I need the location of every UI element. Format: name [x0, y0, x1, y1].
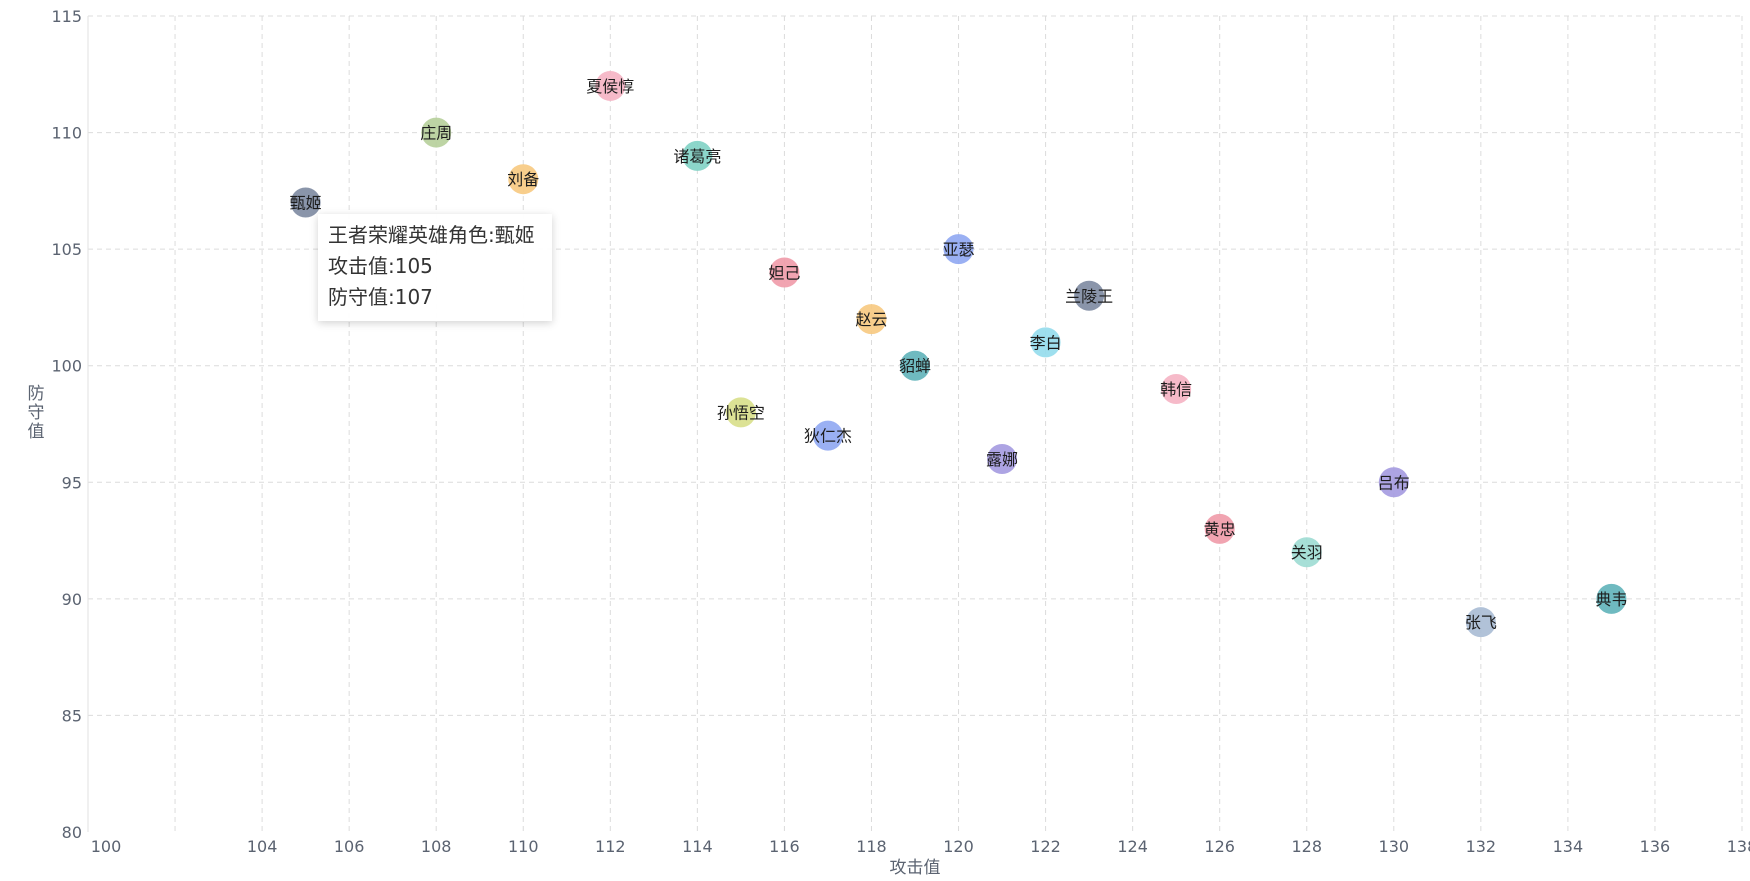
data-point-label: 张飞 — [1465, 613, 1497, 632]
data-point-label: 赵云 — [855, 310, 887, 329]
data-point-label: 兰陵王 — [1065, 287, 1113, 306]
x-tick-label: 126 — [1204, 837, 1235, 856]
data-point-label: 夏侯惇 — [586, 77, 634, 96]
data-point-label: 孙悟空 — [717, 403, 765, 422]
x-tick-label: 116 — [769, 837, 800, 856]
data-point-label: 甄姬 — [290, 194, 322, 213]
y-axis-title: 防守值 — [28, 384, 45, 442]
data-point — [1291, 537, 1322, 568]
data-point-label: 关羽 — [1291, 543, 1323, 562]
x-tick-label: 124 — [1117, 837, 1148, 856]
data-point — [769, 257, 800, 288]
data-point — [1074, 280, 1105, 311]
tooltip-attack: 攻击值:105 — [328, 254, 433, 278]
x-tick-label: 106 — [334, 837, 365, 856]
data-point — [1465, 607, 1496, 638]
data-point-label: 刘备 — [507, 170, 539, 189]
data-point — [682, 140, 713, 171]
data-point-label: 亚瑟 — [943, 240, 975, 259]
data-point — [856, 304, 887, 335]
data-point — [1161, 374, 1192, 405]
y-tick-label: 90 — [62, 590, 82, 609]
data-point — [987, 443, 1018, 474]
x-tick-label: 114 — [682, 837, 713, 856]
data-point-label: 李白 — [1030, 333, 1062, 352]
data-point — [290, 187, 321, 218]
data-point-label: 韩信 — [1160, 380, 1192, 399]
data-point-label: 露娜 — [986, 450, 1018, 469]
x-tick-label: 110 — [508, 837, 539, 856]
x-tick-label: 104 — [247, 837, 278, 856]
y-tick-label: 105 — [51, 240, 82, 259]
y-tick-label: 80 — [62, 823, 82, 842]
data-point-label: 黄忠 — [1204, 520, 1236, 539]
x-tick-label: 138 — [1727, 837, 1750, 856]
tooltip-defense: 防守值:107 — [328, 285, 433, 309]
y-tick-label: 100 — [51, 357, 82, 376]
x-tick-label: 108 — [421, 837, 452, 856]
data-point-label: 吕布 — [1378, 473, 1410, 492]
x-tick-label: 136 — [1640, 837, 1671, 856]
x-tick-label: 128 — [1291, 837, 1322, 856]
tooltip-hero: 王者荣耀英雄角色:甄姬 — [328, 223, 535, 247]
x-tick-label: 130 — [1379, 837, 1410, 856]
y-tick-label: 110 — [51, 124, 82, 143]
tooltip: 王者荣耀英雄角色:甄姬 攻击值:105 防守值:107 — [318, 214, 552, 321]
data-point — [1204, 513, 1235, 544]
data-point-label: 典韦 — [1595, 590, 1627, 609]
data-point — [725, 397, 756, 428]
data-point — [1378, 467, 1409, 498]
x-tick-label: 100 — [91, 837, 122, 856]
y-tick-label: 95 — [62, 473, 82, 492]
x-tick-label: 132 — [1466, 837, 1497, 856]
data-point — [595, 70, 626, 101]
x-tick-label: 118 — [856, 837, 887, 856]
data-point — [900, 350, 930, 381]
data-point-label: 庄周 — [420, 124, 452, 143]
data-point — [1596, 583, 1627, 614]
x-tick-label: 122 — [1030, 837, 1061, 856]
data-point-label: 貂蝉 — [899, 357, 931, 376]
data-point — [1030, 327, 1061, 358]
y-tick-label: 85 — [62, 706, 82, 725]
data-point — [943, 234, 974, 265]
y-tick-label: 115 — [51, 7, 82, 26]
x-axis-title: 攻击值 — [890, 858, 941, 877]
data-point — [421, 117, 452, 148]
data-point — [812, 420, 843, 451]
data-point — [508, 164, 539, 195]
x-tick-label: 134 — [1553, 837, 1584, 856]
x-tick-label: 120 — [943, 837, 974, 856]
data-point-label: 诸葛亮 — [673, 147, 721, 166]
data-point-label: 妲己 — [768, 263, 800, 282]
x-tick-label: 112 — [595, 837, 626, 856]
data-point-label: 狄仁杰 — [804, 427, 852, 446]
